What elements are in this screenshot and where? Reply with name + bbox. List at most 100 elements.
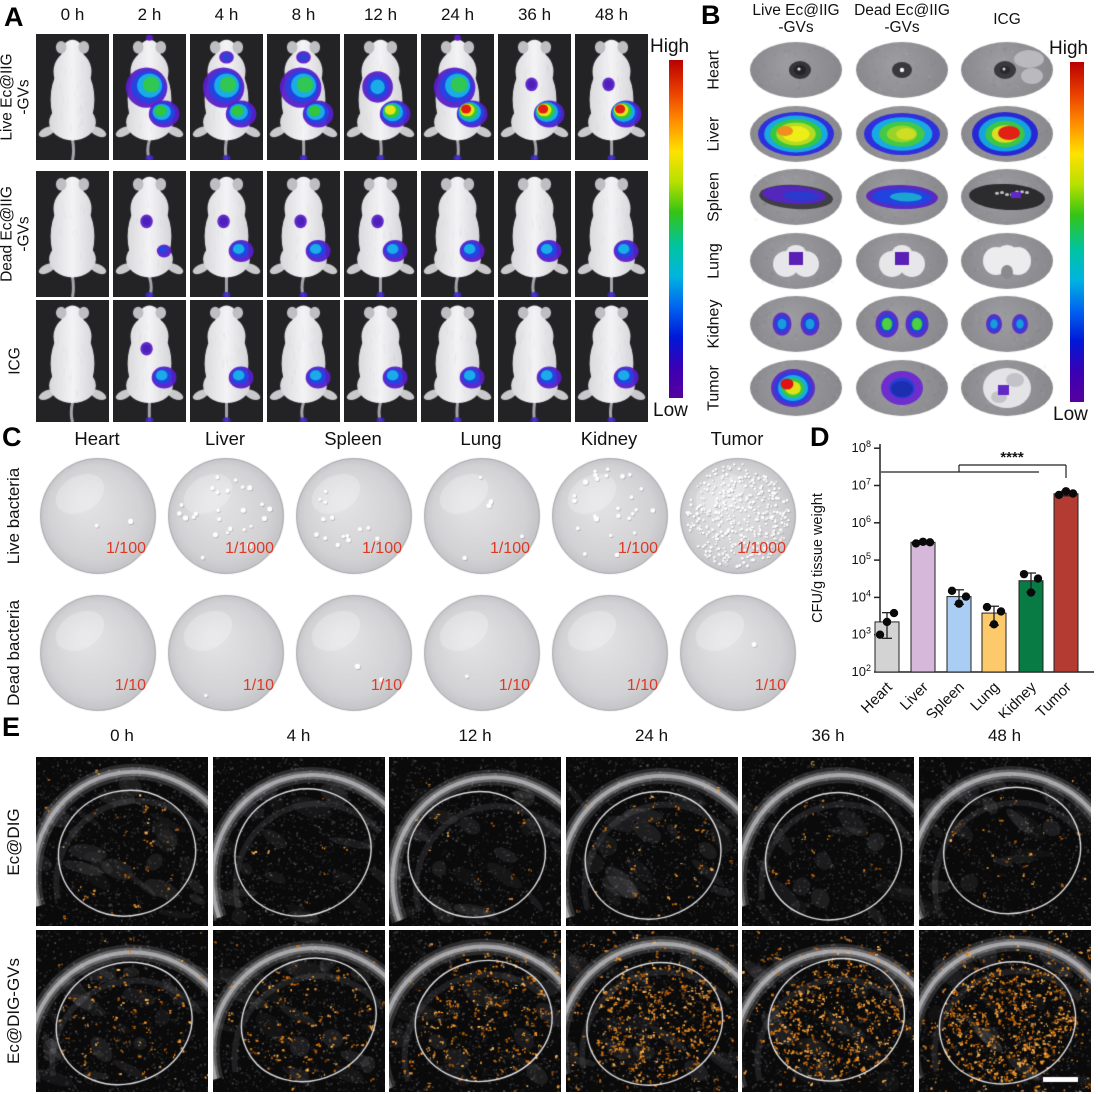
time-label: 2 h	[137, 5, 162, 24]
dilution-label: 1/10	[114, 677, 146, 694]
mouse-image	[267, 34, 340, 160]
organ-image	[749, 40, 843, 100]
panel-c-column-header: Heart	[74, 428, 120, 449]
mouse-image	[113, 300, 186, 422]
mouse-image	[267, 300, 340, 422]
panel-d-label: D	[810, 422, 830, 452]
mouse-image	[421, 300, 494, 422]
panel-b-row-label: Liver	[705, 116, 723, 151]
data-point	[996, 607, 1006, 616]
data-point	[1068, 489, 1078, 498]
panel-b-row-label: Lung	[705, 242, 723, 279]
dilution-label: 1/10	[370, 677, 402, 694]
time-label: 24 h	[634, 726, 669, 745]
data-point	[989, 620, 999, 629]
data-point	[1026, 588, 1036, 597]
data-point	[882, 617, 892, 627]
dilution-label: 1/10	[498, 677, 530, 694]
panel-c-row-label: Dead bacteria	[3, 600, 23, 706]
mouse-image	[190, 300, 263, 422]
mouse-image	[575, 171, 648, 297]
mouse-image	[267, 171, 340, 297]
significance-stars: ****	[1000, 449, 1024, 466]
ultrasound-image	[36, 757, 208, 926]
x-tick-label: Spleen	[923, 679, 968, 718]
panel-c-column-header: Spleen	[324, 428, 382, 449]
dilution-label: 1/1000	[737, 540, 786, 557]
plate-image	[550, 456, 670, 576]
panel-c-row-label: Live bacteria	[3, 467, 23, 565]
data-point	[947, 586, 957, 596]
bar	[910, 541, 936, 673]
ultrasound-image	[742, 930, 914, 1092]
plate-image	[166, 593, 286, 713]
organ-image	[855, 230, 949, 291]
panel-c-label: C	[2, 422, 22, 452]
plate-image	[294, 456, 414, 576]
plate-image	[38, 456, 158, 576]
data-point	[889, 608, 899, 618]
panel-c-column-header: Lung	[460, 428, 502, 449]
mouse-image	[575, 34, 648, 160]
time-label: 12 h	[363, 5, 398, 24]
ultrasound-image	[565, 930, 738, 1092]
data-point	[982, 602, 992, 612]
dilution-label: 1/100	[489, 540, 530, 557]
plate-image	[678, 593, 798, 713]
x-tick-label: Kidney	[995, 678, 1040, 718]
organ-image	[960, 294, 1054, 354]
data-point	[925, 538, 935, 547]
panel-b-column-header: Live Ec@IIG -GVs	[752, 2, 840, 36]
panel-b-row-label: Spleen	[705, 172, 723, 222]
organ-image	[960, 40, 1054, 100]
y-tick-label: 108	[852, 439, 871, 455]
mouse-image	[344, 300, 417, 422]
plate-image	[294, 593, 414, 713]
ultrasound-image	[389, 930, 561, 1092]
dilution-label: 1/1000	[225, 540, 274, 557]
data-point	[961, 592, 971, 601]
plate-image	[38, 593, 158, 713]
organ-image	[960, 167, 1054, 227]
ultrasound-image	[918, 757, 1091, 926]
panel-b-row-label: Tumor	[705, 364, 723, 411]
mouse-image	[36, 300, 109, 422]
panel-b-row-label: Heart	[705, 50, 723, 90]
bar	[946, 596, 972, 673]
panel-a-row-label: Dead Ec@IIG -GVs	[0, 186, 32, 282]
time-label: 4 h	[214, 5, 239, 24]
data-point	[1061, 487, 1071, 496]
panel-b-colorbar-high: High	[1049, 38, 1089, 59]
y-tick-label: 106	[852, 514, 871, 530]
ultrasound-image	[918, 930, 1091, 1092]
mouse-image	[190, 34, 263, 160]
bar-chart: 102 103 104 105 106 107 108 CFU/g tissue weight…	[810, 439, 1094, 718]
ultrasound-image	[36, 930, 208, 1092]
organ-image	[749, 357, 843, 418]
mouse-image	[575, 300, 648, 422]
mouse-image	[498, 34, 571, 160]
time-label: 48 h	[987, 726, 1022, 745]
organ-image	[960, 103, 1054, 164]
time-label: 0 h	[60, 5, 85, 24]
y-tick-label: 105	[852, 551, 871, 567]
ultrasound-image	[389, 757, 561, 926]
panel-e-row-label: Ec@DIG	[3, 807, 23, 876]
data-point	[1054, 490, 1064, 500]
panel-a-colorbar-low: Low	[653, 400, 688, 421]
data-point	[1019, 569, 1029, 579]
ultrasound-image	[212, 757, 385, 926]
mouse-image	[36, 34, 109, 160]
panel-a-row-label: ICG	[6, 347, 24, 375]
panel-a-colorbar	[669, 60, 683, 398]
panel-c-column-header: Tumor	[710, 428, 764, 449]
mouse-image	[190, 171, 263, 297]
organ-image	[749, 230, 843, 291]
y-tick-label: 103	[852, 626, 871, 642]
mouse-image	[344, 34, 417, 160]
plate-image	[550, 593, 670, 713]
x-tick-label: Tumor	[1033, 679, 1075, 718]
organ-image	[855, 357, 949, 418]
plate-image	[422, 456, 542, 576]
